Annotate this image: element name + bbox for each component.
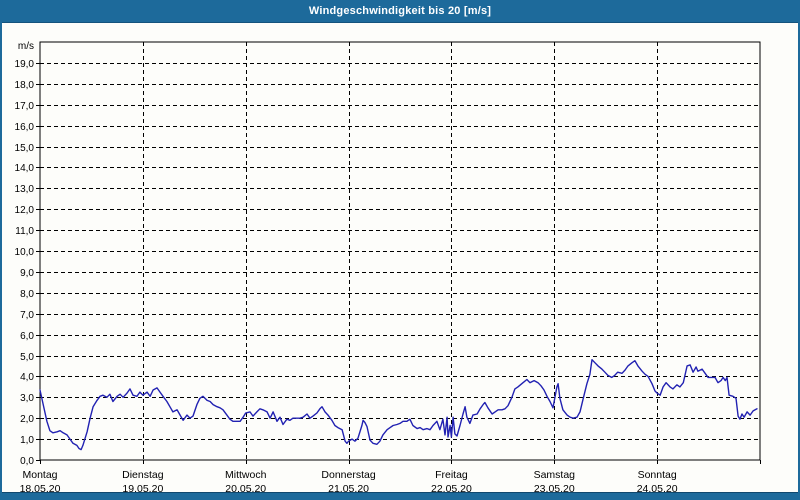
svg-text:Montag: Montag (22, 469, 57, 481)
svg-text:Freitag: Freitag (435, 469, 468, 481)
wind-speed-chart: 0,0 1,0 2,0 3,0 4,0 5,0 6,0 7,0 8,0 9,0 10,0 11,0 12… (15, 41, 761, 495)
window-bottom-bar (2, 492, 798, 500)
svg-text:3,0: 3,0 (20, 393, 34, 404)
svg-text:14,0: 14,0 (15, 163, 35, 174)
svg-text:8,0: 8,0 (20, 289, 34, 300)
svg-text:7,0: 7,0 (20, 310, 34, 321)
svg-text:Sonntag: Sonntag (638, 469, 677, 481)
svg-text:4,0: 4,0 (20, 372, 34, 383)
svg-text:12,0: 12,0 (15, 205, 35, 216)
svg-text:10,0: 10,0 (15, 247, 35, 258)
svg-text:2,0: 2,0 (20, 414, 34, 425)
svg-text:17,0: 17,0 (15, 101, 35, 112)
svg-text:19,0: 19,0 (15, 59, 35, 70)
svg-text:m/s: m/s (18, 41, 34, 52)
svg-text:0,0: 0,0 (20, 456, 34, 467)
svg-text:Mittwoch: Mittwoch (225, 469, 267, 481)
svg-text:1,0: 1,0 (20, 435, 34, 446)
svg-text:18,0: 18,0 (15, 80, 35, 91)
window-title-bar: Windgeschwindigkeit bis 20 [m/s] (2, 0, 798, 23)
svg-text:9,0: 9,0 (20, 268, 34, 279)
svg-text:Donnerstag: Donnerstag (321, 469, 375, 481)
window-title: Windgeschwindigkeit bis 20 [m/s] (308, 5, 492, 17)
svg-text:6,0: 6,0 (20, 331, 34, 342)
svg-text:Samstag: Samstag (534, 469, 576, 481)
svg-text:16,0: 16,0 (15, 122, 35, 133)
svg-text:5,0: 5,0 (20, 352, 34, 363)
svg-text:15,0: 15,0 (15, 143, 35, 154)
chart-area: 0,0 1,0 2,0 3,0 4,0 5,0 6,0 7,0 8,0 9,0 10,0 11,0 12… (2, 23, 798, 495)
svg-text:11,0: 11,0 (15, 226, 34, 237)
svg-text:13,0: 13,0 (15, 184, 35, 195)
svg-text:Dienstag: Dienstag (122, 469, 164, 481)
